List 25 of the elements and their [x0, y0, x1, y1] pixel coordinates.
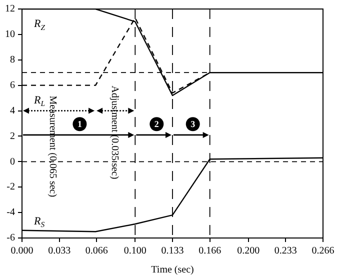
x-tick-label: 0.166	[198, 246, 222, 257]
y-tick-label: 12	[5, 4, 15, 15]
x-tick-label: 0.066	[85, 246, 108, 257]
annotation: 2	[154, 118, 160, 129]
x-tick-label: 0.100	[124, 246, 146, 257]
annotation: 3	[190, 118, 196, 129]
x-tick-label: 0.266	[312, 246, 334, 257]
y-tick-label: 8	[10, 54, 15, 66]
x-tick-label: 0.033	[48, 246, 71, 257]
y-tick-label: 4	[10, 105, 15, 116]
x-tick-label: 0.133	[161, 246, 184, 257]
y-tick-label: 0	[10, 156, 15, 168]
y-tick-label: -4	[6, 207, 15, 218]
y-tick-label: 2	[10, 130, 15, 142]
annotation: Adjustment (0.035 sec)	[109, 86, 120, 180]
y-tick-label: -2	[6, 182, 15, 193]
x-tick-label: 0.233	[274, 246, 297, 257]
x-tick-label: 0.200	[237, 246, 260, 257]
annotation: Measurement (0.065 sec)	[46, 96, 58, 198]
annotation: 1	[77, 118, 82, 129]
y-tick-label: -6	[6, 232, 15, 244]
x-axis-title: Time (sec)	[151, 264, 194, 276]
y-tick-label: 10	[5, 29, 15, 40]
x-tick-label: 0.000	[10, 246, 34, 257]
y-tick-label: 6	[10, 80, 15, 91]
